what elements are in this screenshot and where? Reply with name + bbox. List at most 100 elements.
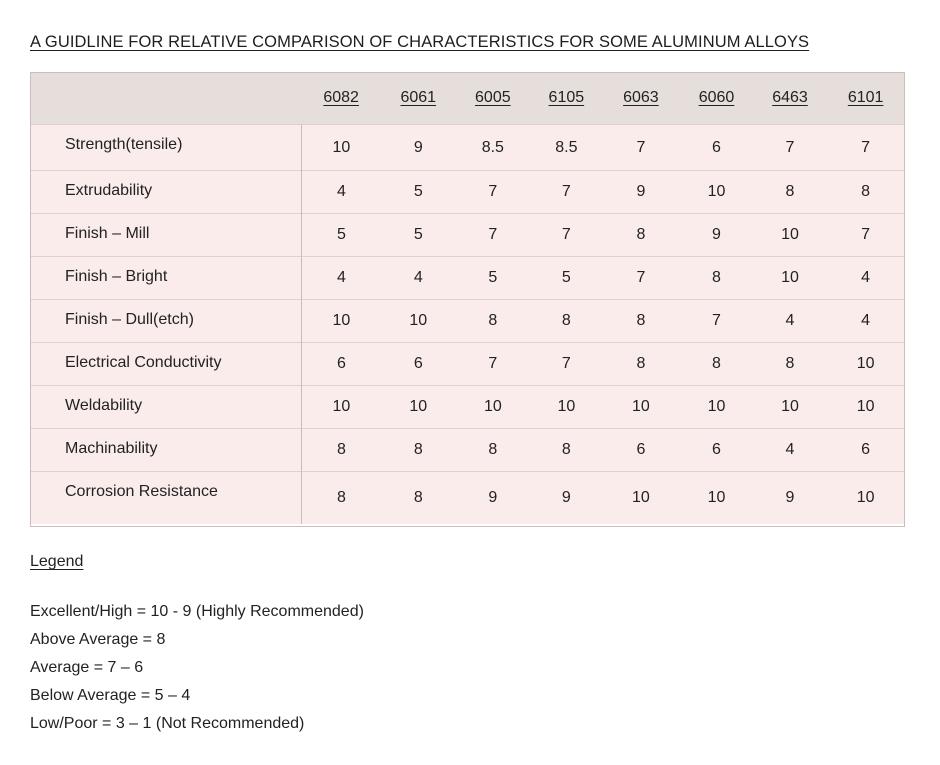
column-header: 6005 bbox=[475, 88, 511, 106]
row-label: Machinability bbox=[30, 427, 302, 471]
rating-cell: 10 bbox=[826, 470, 905, 524]
table-row: Finish – Bright 4 4 5 5 7 8 10 4 bbox=[30, 255, 905, 299]
rating-cell: 10 bbox=[301, 123, 382, 170]
rating-cell: 10 bbox=[381, 298, 456, 342]
rating-cell: 10 bbox=[753, 384, 827, 428]
table-body: Strength(tensile) 10 9 8.5 8.5 7 6 7 7 Extrudabil… bbox=[30, 123, 905, 524]
rating-cell: 7 bbox=[826, 212, 905, 256]
rating-cell: 10 bbox=[530, 384, 603, 428]
legend-title: Legend bbox=[30, 553, 84, 570]
rating-cell: 10 bbox=[602, 384, 680, 428]
column-header: 6063 bbox=[623, 88, 659, 106]
rating-cell: 8 bbox=[301, 470, 382, 524]
rating-cell: 7 bbox=[530, 212, 603, 256]
comparison-table: 6082 6061 6005 6105 6063 6060 6463 6101 … bbox=[30, 72, 905, 524]
rating-cell: 6 bbox=[301, 341, 382, 385]
rating-cell: 10 bbox=[826, 384, 905, 428]
rating-cell: 10 bbox=[826, 341, 905, 385]
table-row: Strength(tensile) 10 9 8.5 8.5 7 6 7 7 bbox=[30, 123, 905, 170]
rating-cell: 8 bbox=[455, 427, 531, 471]
rating-cell: 8 bbox=[381, 427, 456, 471]
rating-cell: 7 bbox=[826, 123, 905, 170]
row-label: Corrosion Resistance bbox=[30, 470, 302, 524]
rating-cell: 10 bbox=[679, 169, 754, 213]
table-header-row: 6082 6061 6005 6105 6063 6060 6463 6101 bbox=[30, 72, 905, 124]
row-label: Finish – Mill bbox=[30, 212, 302, 256]
rating-cell: 7 bbox=[455, 341, 531, 385]
rating-cell: 4 bbox=[753, 298, 827, 342]
rating-cell: 5 bbox=[301, 212, 382, 256]
legend-item: Below Average = 5 – 4 bbox=[30, 687, 191, 704]
row-label: Electrical Conductivity bbox=[30, 341, 302, 385]
rating-cell: 9 bbox=[602, 169, 680, 213]
rating-cell: 8 bbox=[602, 212, 680, 256]
rating-cell: 8 bbox=[679, 255, 754, 299]
rating-cell: 8 bbox=[753, 169, 827, 213]
rating-cell: 5 bbox=[381, 212, 456, 256]
legend-item: Low/Poor = 3 – 1 (Not Recommended) bbox=[30, 715, 305, 732]
page-title: A GUIDLINE FOR RELATIVE COMPARISON OF CH… bbox=[30, 33, 810, 51]
table-row: Weldability 10 10 10 10 10 10 10 10 bbox=[30, 384, 905, 428]
rating-cell: 5 bbox=[381, 169, 456, 213]
row-label: Finish – Bright bbox=[30, 255, 302, 299]
column-header: 6105 bbox=[548, 88, 585, 106]
rating-cell: 8.5 bbox=[530, 123, 603, 170]
legend-item: Average = 7 – 6 bbox=[30, 659, 144, 676]
rating-cell: 10 bbox=[753, 255, 827, 299]
rating-cell: 8 bbox=[826, 169, 905, 213]
rating-cell: 4 bbox=[301, 255, 382, 299]
rating-cell: 5 bbox=[455, 255, 531, 299]
column-header: 6060 bbox=[698, 88, 735, 106]
table-row: Machinability 8 8 8 8 6 6 4 6 bbox=[30, 427, 905, 471]
rating-cell: 6 bbox=[381, 341, 456, 385]
rating-cell: 6 bbox=[602, 427, 680, 471]
legend-item: Above Average = 8 bbox=[30, 631, 166, 648]
row-label: Strength(tensile) bbox=[30, 123, 302, 170]
rating-cell: 9 bbox=[753, 470, 827, 524]
rating-cell: 8 bbox=[753, 341, 827, 385]
rating-cell: 7 bbox=[602, 255, 680, 299]
rating-cell: 10 bbox=[679, 384, 754, 428]
rating-cell: 4 bbox=[301, 169, 382, 213]
column-header: 6463 bbox=[772, 88, 808, 106]
row-label: Finish – Dull(etch) bbox=[30, 298, 302, 342]
row-label: Extrudability bbox=[30, 169, 302, 213]
row-label: Weldability bbox=[30, 384, 302, 428]
rating-cell: 8 bbox=[602, 341, 680, 385]
header-corner-cell bbox=[30, 72, 301, 124]
column-header: 6061 bbox=[400, 88, 437, 106]
rating-cell: 4 bbox=[381, 255, 456, 299]
table-row: Finish – Mill 5 5 7 7 8 9 10 7 bbox=[30, 212, 905, 256]
rating-cell: 7 bbox=[455, 212, 531, 256]
rating-cell: 10 bbox=[679, 470, 754, 524]
rating-cell: 9 bbox=[455, 470, 531, 524]
rating-cell: 8 bbox=[455, 298, 531, 342]
rating-cell: 8 bbox=[602, 298, 680, 342]
rating-cell: 9 bbox=[679, 212, 754, 256]
rating-cell: 6 bbox=[679, 427, 754, 471]
rating-cell: 7 bbox=[753, 123, 827, 170]
rating-cell: 7 bbox=[530, 169, 603, 213]
column-header: 6082 bbox=[323, 88, 359, 106]
rating-cell: 7 bbox=[530, 341, 603, 385]
rating-cell: 10 bbox=[301, 384, 382, 428]
rating-cell: 9 bbox=[530, 470, 603, 524]
rating-cell: 8 bbox=[530, 427, 603, 471]
rating-cell: 6 bbox=[826, 427, 905, 471]
rating-cell: 10 bbox=[455, 384, 531, 428]
table-row: Finish – Dull(etch) 10 10 8 8 8 7 4 4 bbox=[30, 298, 905, 342]
rating-cell: 4 bbox=[753, 427, 827, 471]
rating-cell: 7 bbox=[602, 123, 680, 170]
rating-cell: 4 bbox=[826, 255, 905, 299]
legend-list: Excellent/High = 10 - 9 (Highly Recommen… bbox=[30, 602, 364, 742]
rating-cell: 10 bbox=[602, 470, 680, 524]
rating-cell: 10 bbox=[381, 384, 456, 428]
table-row: Extrudability 4 5 7 7 9 10 8 8 bbox=[30, 169, 905, 213]
rating-cell: 10 bbox=[301, 298, 382, 342]
comparison-table-container: 6082 6061 6005 6105 6063 6060 6463 6101 … bbox=[30, 72, 905, 527]
rating-cell: 8 bbox=[530, 298, 603, 342]
rating-cell: 8 bbox=[679, 341, 754, 385]
rating-cell: 7 bbox=[679, 298, 754, 342]
rating-cell: 8 bbox=[301, 427, 382, 471]
rating-cell: 8 bbox=[381, 470, 456, 524]
